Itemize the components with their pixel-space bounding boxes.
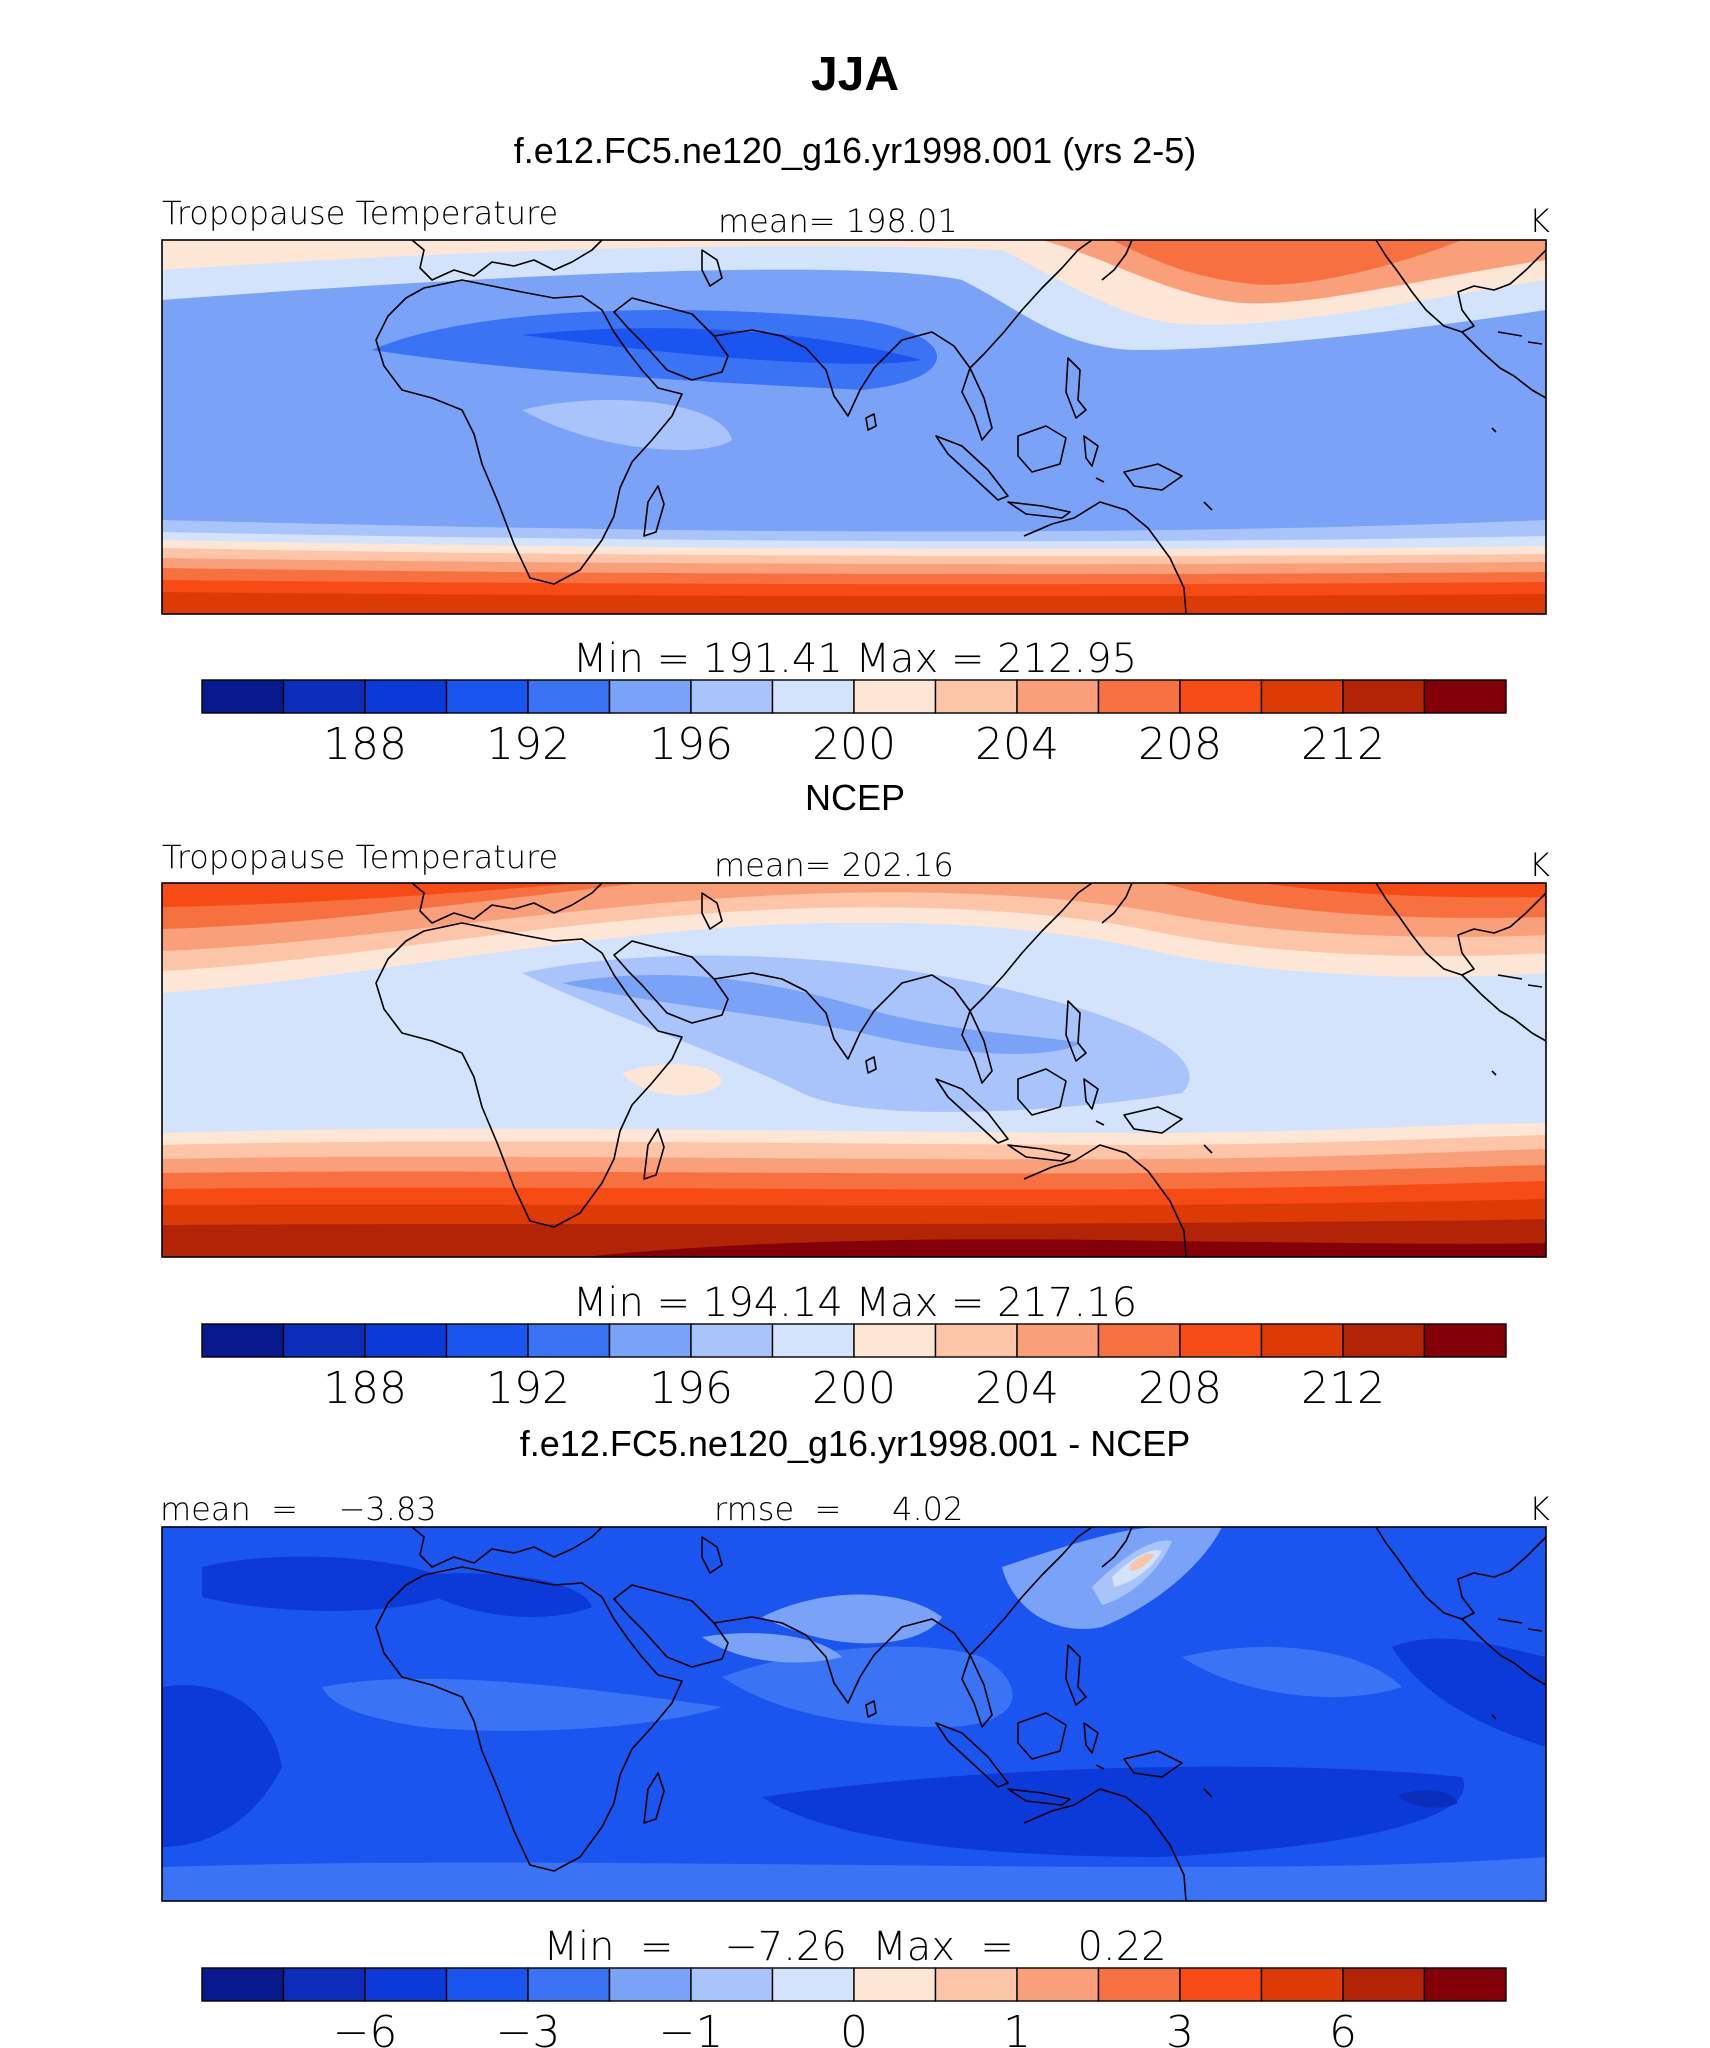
colorbar-swatch (282, 1323, 366, 1358)
colorbar-swatch (1016, 1967, 1100, 2002)
colorbar-swatch (1423, 679, 1507, 714)
colorbar-tick-label: 192 (486, 719, 570, 770)
colorbar-tick-label: 188 (323, 719, 407, 770)
colorbar-swatch (1260, 1323, 1344, 1358)
colorbar-swatch (1260, 1967, 1344, 2002)
figure-title: JJA (811, 48, 899, 101)
panel-units: K (1529, 846, 1550, 884)
colorbar-difference: −6 −3 −1 0 1 3 6 (201, 1967, 1507, 2048)
colorbar-swatch (1097, 1967, 1181, 2002)
colorbar-swatch (608, 1967, 692, 2002)
colorbar-swatch (527, 1967, 611, 2002)
colorbar-swatch (1423, 1323, 1507, 1358)
panel-center-label: rmse = 4.02 (714, 1490, 963, 1528)
panel-left-label: Tropopause Temperature (162, 194, 558, 232)
colorbar-swatch (690, 1967, 774, 2002)
panel-difference: f.e12.FC5.ne120_g16.yr1998.001 - NCEP me… (160, 1423, 1550, 2048)
colorbar-swatch (1342, 1967, 1426, 2002)
colorbar-tick-label: 208 (1138, 1363, 1222, 1414)
colorbar-swatch (608, 679, 692, 714)
colorbar-swatch (445, 679, 529, 714)
colorbar-tick-label: 0 (840, 2007, 868, 2048)
colorbar-swatch (1260, 679, 1344, 714)
panel-minmax: Min = 191.41 Max = 212.95 (573, 636, 1137, 682)
colorbar-tick-label: 204 (975, 719, 1059, 770)
colorbar-swatch (282, 1967, 366, 2002)
colorbar-tick-label: 3 (1166, 2007, 1194, 2048)
colorbar-tick-label: 196 (649, 719, 733, 770)
colorbar-tick-label: 1 (1003, 2007, 1031, 2048)
panel-left-label: mean = −3.83 (160, 1490, 437, 1528)
colorbar-reference: 188 192 196 200 204 208 212 (201, 1323, 1507, 1414)
colorbar-swatch (445, 1967, 529, 2002)
colorbar-swatch (1179, 1323, 1263, 1358)
panel-heading: f.e12.FC5.ne120_g16.yr1998.001 - NCEP (520, 1423, 1190, 1464)
colorbar-tick-label: 200 (812, 1363, 896, 1414)
colorbar-swatch (1179, 679, 1263, 714)
map-difference (161, 1526, 1547, 1902)
colorbar-tick-label: 196 (649, 1363, 733, 1414)
colorbar-swatch (1016, 679, 1100, 714)
panel-heading: f.e12.FC5.ne120_g16.yr1998.001 (yrs 2-5) (514, 130, 1196, 171)
colorbar-swatch (771, 679, 855, 714)
colorbar-swatch (282, 679, 366, 714)
colorbar-swatch (771, 1967, 855, 2002)
panel-units: K (1529, 202, 1550, 240)
colorbar-swatch (201, 679, 285, 714)
panel-reference: NCEP Tropopause Temperature mean= 202.16… (161, 777, 1550, 1414)
panel-left-label: Tropopause Temperature (162, 838, 558, 876)
colorbar-swatch (201, 1323, 285, 1358)
panel-model: f.e12.FC5.ne120_g16.yr1998.001 (yrs 2-5)… (161, 130, 1550, 770)
colorbar-swatch (690, 1323, 774, 1358)
colorbar-swatch (1342, 679, 1426, 714)
colorbar-tick-label: 208 (1138, 719, 1222, 770)
colorbar-tick-label: 188 (323, 1363, 407, 1414)
colorbar-tick-label: 200 (812, 719, 896, 770)
colorbar-swatch (201, 1967, 285, 2002)
colorbar-swatch (1342, 1323, 1426, 1358)
colorbar-swatch (1097, 1323, 1181, 1358)
colorbar-tick-label: −3 (496, 2007, 561, 2048)
colorbar-swatch (527, 679, 611, 714)
colorbar-swatch (690, 679, 774, 714)
colorbar-swatch (364, 1323, 448, 1358)
colorbar-tick-label: 192 (486, 1363, 570, 1414)
colorbar-swatch (853, 1967, 937, 2002)
colorbar-swatch (445, 1323, 529, 1358)
panel-minmax: Min = 194.14 Max = 217.16 (573, 1280, 1137, 1326)
colorbar-swatch (934, 679, 1018, 714)
colorbar-swatch (853, 1323, 937, 1358)
colorbar-swatch (1179, 1967, 1263, 2002)
panel-units: K (1529, 1490, 1550, 1528)
colorbar-swatch (527, 1323, 611, 1358)
colorbar-swatch (771, 1323, 855, 1358)
colorbar-model: 188 192 196 200 204 208 212 (201, 679, 1507, 770)
map-reference (161, 882, 1547, 1258)
colorbar-swatch (1097, 679, 1181, 714)
map-model (161, 239, 1547, 615)
panel-minmax: Min = −7.26 Max = 0.22 (543, 1924, 1166, 1970)
colorbar-swatch (934, 1967, 1018, 2002)
colorbar-tick-label: 204 (975, 1363, 1059, 1414)
colorbar-swatch (608, 1323, 692, 1358)
colorbar-swatch (934, 1323, 1018, 1358)
colorbar-swatch (1016, 1323, 1100, 1358)
colorbar-swatch (364, 679, 448, 714)
colorbar-tick-label: 6 (1329, 2007, 1357, 2048)
panel-center-label: mean= 202.16 (714, 846, 954, 884)
colorbar-tick-label: −6 (333, 2007, 398, 2048)
colorbar-tick-label: −1 (659, 2007, 724, 2048)
panel-center-label: mean= 198.01 (718, 202, 958, 240)
panel-heading: NCEP (805, 777, 905, 818)
colorbar-swatch (853, 679, 937, 714)
colorbar-tick-label: 212 (1301, 1363, 1385, 1414)
colorbar-tick-label: 212 (1301, 719, 1385, 770)
colorbar-swatch (1423, 1967, 1507, 2002)
colorbar-swatch (364, 1967, 448, 2002)
